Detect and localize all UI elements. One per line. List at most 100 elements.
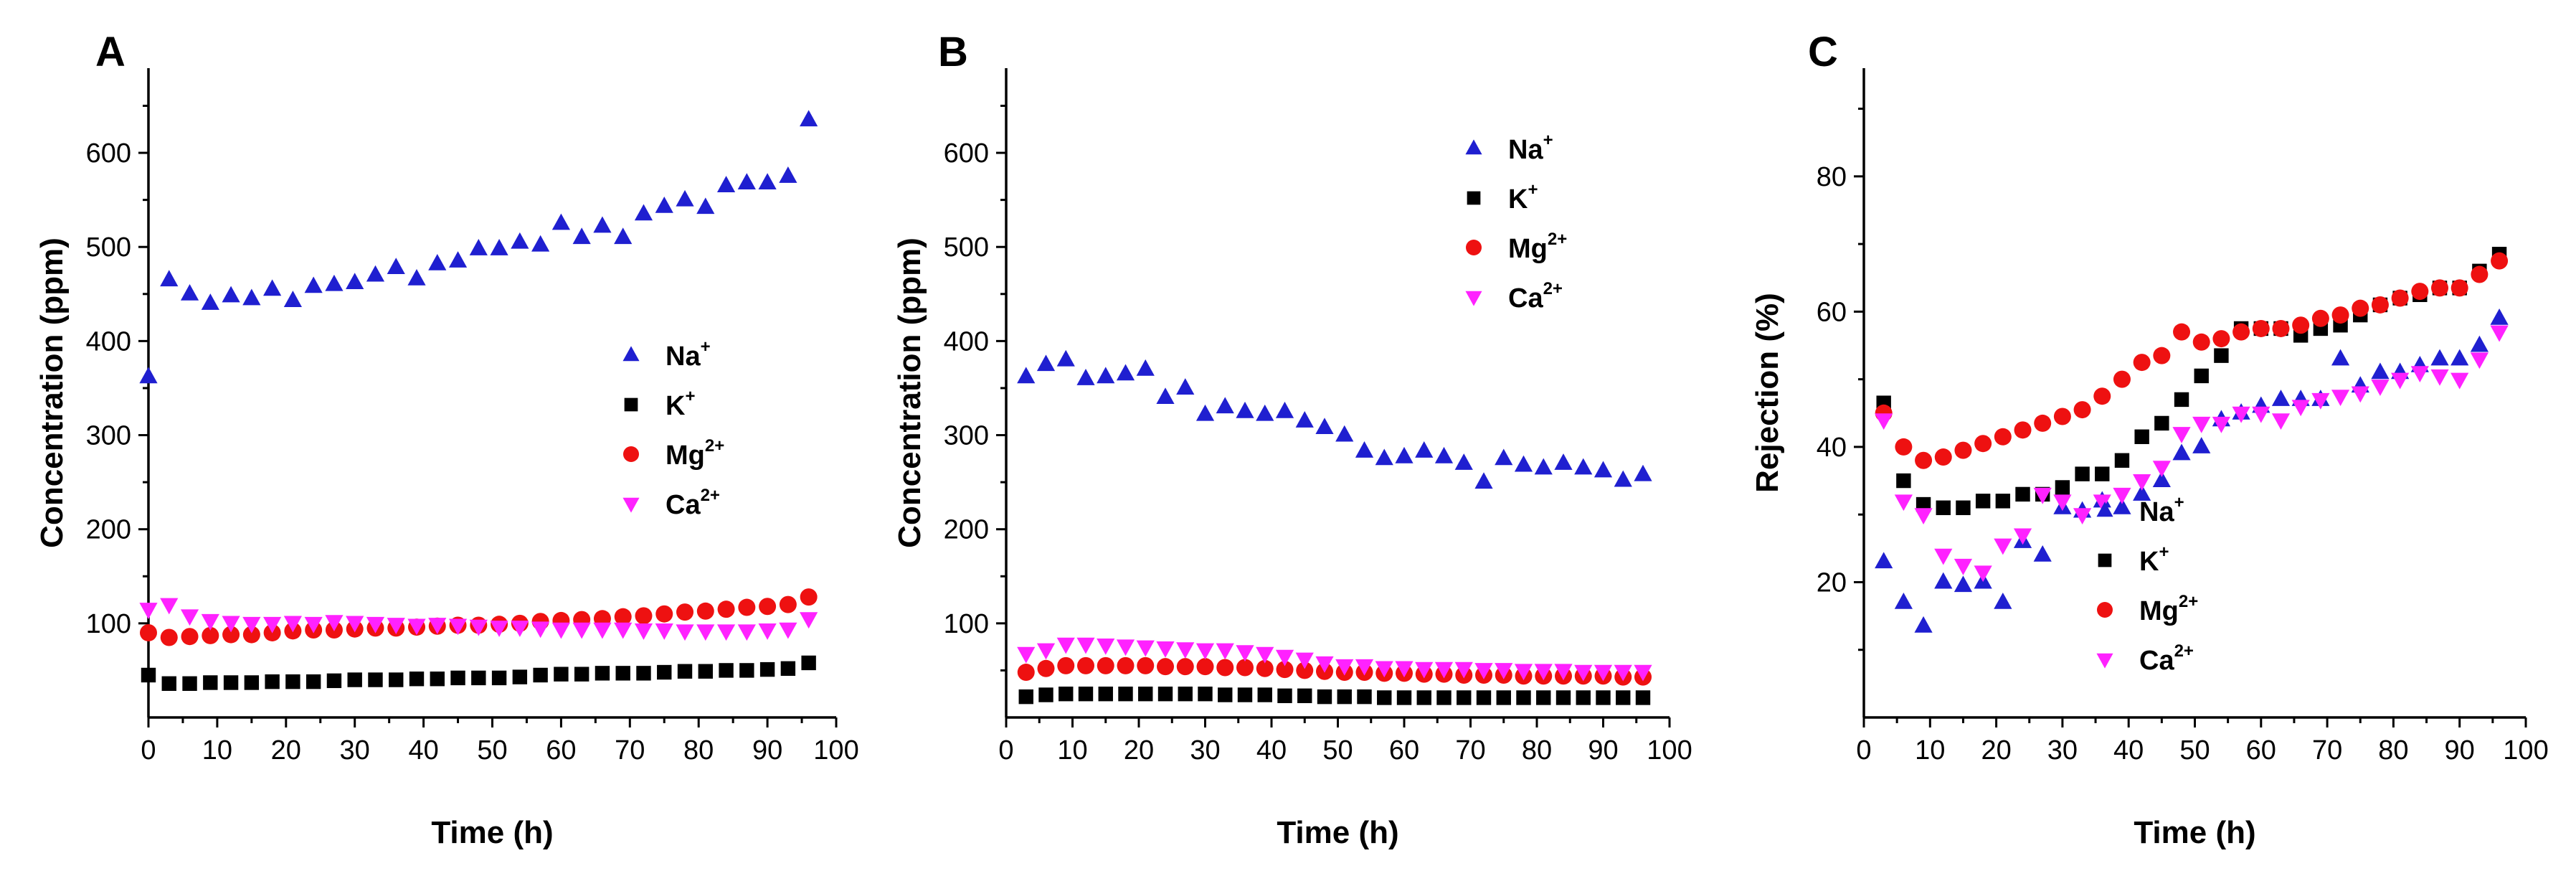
- data-point: [1176, 642, 1195, 659]
- data-point: [2430, 349, 2449, 366]
- data-point: [201, 613, 219, 631]
- data-point: [1236, 401, 1254, 418]
- data-point: [2134, 429, 2149, 444]
- data-point: [780, 661, 796, 676]
- legend-marker: [1465, 291, 1482, 306]
- data-point: [1534, 458, 1553, 475]
- data-point: [347, 672, 362, 687]
- legend-ion: K: [2139, 547, 2159, 577]
- data-point: [655, 605, 673, 623]
- data-point: [1574, 458, 1593, 475]
- data-point: [739, 663, 754, 678]
- x-tick-label: 10: [1057, 735, 1087, 766]
- panel-c: C 0 10 20 30 40 50 60 70 80 90 100 20 40 60 80 Time (h) R…: [1750, 29, 2549, 850]
- legend-ion: Mg: [2139, 596, 2179, 626]
- data-point: [2073, 401, 2091, 419]
- series-ca: [139, 598, 818, 641]
- data-point: [1875, 413, 1893, 430]
- data-point: [2470, 352, 2489, 369]
- data-point: [1137, 656, 1155, 674]
- data-point: [1495, 663, 1513, 679]
- data-point: [1994, 592, 2012, 609]
- data-point: [2194, 368, 2209, 384]
- data-point: [511, 621, 529, 637]
- series-ca: [1017, 637, 1652, 682]
- legend-ion: Ca: [1508, 283, 1543, 314]
- x-tick-label: 70: [2312, 735, 2342, 766]
- data-point: [1317, 689, 1332, 705]
- data-point: [719, 663, 734, 678]
- data-point: [1616, 690, 1631, 705]
- data-point: [1395, 661, 1414, 678]
- data-point: [1275, 401, 1294, 418]
- legend-charge: +: [701, 337, 711, 357]
- data-point: [595, 666, 610, 681]
- data-point: [139, 367, 158, 384]
- data-point: [677, 664, 693, 679]
- data-point: [1875, 552, 1893, 569]
- data-point: [1534, 664, 1553, 681]
- data-point: [2311, 309, 2329, 327]
- legend-label: Na+: [666, 337, 711, 372]
- legend-charge: 2+: [2174, 641, 2194, 661]
- data-point: [779, 622, 797, 639]
- data-point: [222, 286, 240, 303]
- data-point: [1415, 441, 1434, 458]
- x-tick-label: 20: [271, 735, 301, 766]
- data-point: [2291, 400, 2310, 417]
- data-point: [1474, 663, 1493, 679]
- data-point: [1295, 652, 1314, 669]
- data-point: [1136, 640, 1155, 657]
- data-point: [737, 624, 756, 641]
- legend-charge: +: [1528, 180, 1538, 199]
- x-tick-label: 70: [1455, 735, 1485, 766]
- data-point: [2470, 335, 2489, 352]
- data-point: [222, 616, 240, 633]
- data-point: [676, 189, 694, 207]
- data-point: [696, 197, 715, 215]
- legend-charge: 2+: [1543, 279, 1563, 298]
- data-point: [716, 176, 736, 192]
- data-point: [1195, 404, 1215, 421]
- legend-ion: Mg: [666, 441, 705, 471]
- data-point: [1994, 538, 2012, 555]
- data-point: [1516, 690, 1531, 705]
- data-point: [1056, 349, 1075, 367]
- series-ca: [1875, 325, 2509, 583]
- data-point: [346, 273, 364, 290]
- data-point: [490, 621, 508, 637]
- x-tick-label: 90: [1588, 735, 1618, 766]
- data-point: [2450, 349, 2469, 366]
- data-point: [1076, 369, 1095, 385]
- data-point: [469, 239, 488, 255]
- data-point: [304, 616, 323, 634]
- data-point: [758, 173, 777, 190]
- data-point: [325, 274, 344, 291]
- x-tick-label: 30: [1190, 735, 1220, 766]
- data-point: [368, 672, 383, 687]
- data-point: [1934, 448, 1952, 466]
- panel-letter: B: [938, 29, 968, 75]
- data-point: [283, 291, 302, 307]
- data-point: [531, 621, 550, 639]
- x-tick-label: 90: [2445, 735, 2475, 766]
- x-tick-label: 100: [813, 735, 858, 766]
- data-point: [1995, 494, 2011, 509]
- data-point: [1454, 453, 1473, 470]
- data-point: [1077, 656, 1094, 674]
- data-point: [1555, 690, 1571, 705]
- data-point: [1954, 558, 1973, 575]
- legend-charge: +: [1543, 131, 1553, 150]
- data-point: [283, 616, 302, 633]
- series-k: [1018, 687, 1651, 705]
- data-point: [676, 624, 694, 641]
- legend-label: Ca2+: [1508, 279, 1563, 314]
- data-point: [223, 675, 239, 690]
- data-point: [387, 618, 405, 634]
- data-point: [2352, 299, 2369, 317]
- data-point: [242, 616, 261, 634]
- data-point: [1277, 688, 1292, 704]
- y-axis-title: Rejection (%): [1750, 293, 1785, 493]
- data-point: [2252, 319, 2270, 337]
- legend-label: K+: [1508, 180, 1538, 215]
